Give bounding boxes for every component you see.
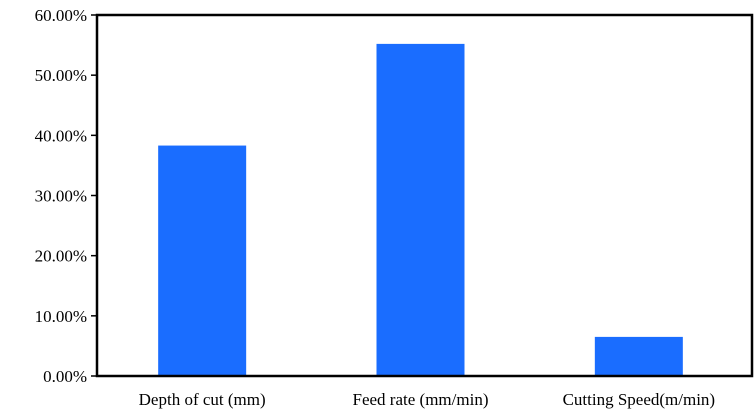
bar xyxy=(594,336,683,376)
y-tick-label: 40.00% xyxy=(35,126,87,145)
y-tick-label: 30.00% xyxy=(35,187,87,206)
y-axis-ticks: 0.00% 10.00% 20.00% 30.00% 40.00% 50.00% 60.00… xyxy=(35,6,97,386)
x-category-label: Cutting Speed(m/min) xyxy=(563,390,716,409)
y-tick-label: 20.00% xyxy=(35,247,87,266)
y-tick-label: 0.00% xyxy=(43,367,87,386)
x-category-label: Depth of cut (mm) xyxy=(139,390,266,409)
bars xyxy=(158,43,683,376)
plot-area-frame xyxy=(95,13,754,378)
y-tick-label: 60.00% xyxy=(35,6,87,25)
y-tick-label: 10.00% xyxy=(35,307,87,326)
bar xyxy=(376,43,465,376)
y-tick-label: 50.00% xyxy=(35,66,87,85)
x-category-label: Feed rate (mm/min) xyxy=(353,390,489,409)
bar xyxy=(158,145,247,376)
x-axis-labels: Depth of cut (mm) Feed rate (mm/min) Cutti… xyxy=(139,390,715,409)
